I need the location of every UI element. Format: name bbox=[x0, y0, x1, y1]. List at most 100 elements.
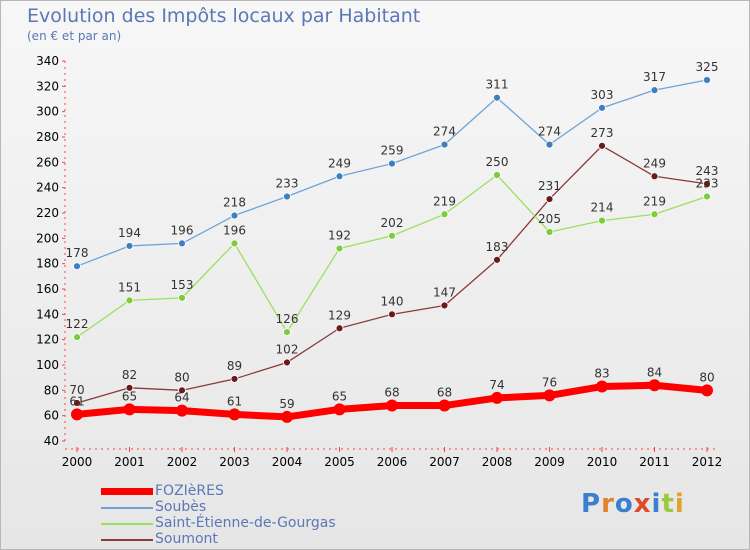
data-point bbox=[598, 216, 606, 225]
x-tick-label: 2010 bbox=[587, 455, 618, 469]
data-point bbox=[283, 358, 291, 367]
y-tick-label: 220 bbox=[36, 206, 59, 220]
x-tick-label: 2012 bbox=[692, 455, 723, 469]
data-point bbox=[388, 310, 396, 319]
data-point bbox=[596, 380, 608, 393]
logo-letter: o bbox=[614, 489, 634, 519]
data-point bbox=[440, 140, 449, 149]
data-point bbox=[335, 172, 344, 181]
data-label: 68 bbox=[384, 386, 399, 400]
data-point bbox=[388, 159, 396, 168]
y-tick-label: 100 bbox=[36, 358, 59, 372]
data-label: 214 bbox=[591, 201, 614, 215]
y-tick-label: 80 bbox=[44, 383, 59, 397]
x-tick-label: 2007 bbox=[429, 455, 460, 469]
data-label: 219 bbox=[433, 194, 456, 208]
logo-letter: t bbox=[661, 489, 675, 519]
data-point bbox=[598, 141, 606, 150]
data-label: 325 bbox=[696, 60, 719, 74]
data-label: 273 bbox=[591, 126, 614, 140]
legend-label: Saint-Étienne-de-Gourgas bbox=[155, 515, 336, 531]
data-label: 153 bbox=[171, 278, 194, 292]
data-label: 196 bbox=[171, 223, 194, 237]
legend-swatch bbox=[101, 488, 153, 495]
data-label: 140 bbox=[381, 294, 404, 308]
data-label: 80 bbox=[699, 370, 714, 384]
y-tick-label: 340 bbox=[36, 54, 59, 68]
data-label: 122 bbox=[66, 317, 89, 331]
data-point bbox=[650, 210, 659, 219]
data-point bbox=[123, 403, 136, 416]
data-label: 243 bbox=[696, 164, 719, 178]
data-label: 196 bbox=[223, 223, 246, 237]
data-label: 231 bbox=[538, 179, 561, 193]
data-point bbox=[333, 403, 346, 416]
data-point bbox=[283, 192, 291, 201]
data-point bbox=[701, 384, 713, 397]
data-label: 311 bbox=[486, 78, 509, 92]
chart-subtitle: (en € et par an) bbox=[27, 29, 122, 43]
data-label: 183 bbox=[486, 240, 509, 254]
data-label: 205 bbox=[538, 212, 561, 226]
data-point bbox=[545, 140, 554, 149]
legend-swatch bbox=[101, 507, 153, 509]
proxiti-logo: Proxiti bbox=[581, 489, 685, 519]
y-tick-label: 160 bbox=[36, 282, 59, 296]
x-tick-label: 2000 bbox=[62, 455, 93, 469]
y-tick-label: 140 bbox=[36, 307, 59, 321]
x-tick-label: 2008 bbox=[482, 455, 513, 469]
data-label: 84 bbox=[647, 365, 662, 379]
data-point bbox=[650, 172, 659, 181]
data-point bbox=[491, 391, 503, 404]
data-point bbox=[283, 328, 291, 336]
data-point bbox=[176, 404, 188, 417]
data-point bbox=[125, 296, 134, 305]
data-point bbox=[386, 399, 398, 412]
data-label: 151 bbox=[118, 280, 141, 294]
data-point bbox=[440, 210, 449, 219]
data-point bbox=[281, 410, 293, 423]
data-point bbox=[178, 386, 186, 395]
data-point bbox=[125, 242, 134, 250]
x-tick-label: 2001 bbox=[114, 455, 145, 469]
data-point bbox=[703, 192, 711, 201]
data-label: 82 bbox=[122, 368, 137, 382]
data-point bbox=[598, 103, 606, 112]
data-label: 65 bbox=[332, 389, 347, 403]
data-point bbox=[493, 171, 501, 179]
logo-letter: r bbox=[601, 489, 615, 519]
x-tick-label: 2009 bbox=[534, 455, 565, 469]
y-tick-label: 280 bbox=[36, 130, 59, 144]
y-tick-label: 60 bbox=[44, 409, 59, 423]
legend-label: FOZIèRES bbox=[155, 483, 224, 499]
data-label: 274 bbox=[433, 125, 456, 139]
x-tick-label: 2011 bbox=[639, 455, 670, 469]
data-label: 303 bbox=[591, 88, 614, 102]
data-label: 194 bbox=[118, 226, 141, 240]
data-point bbox=[230, 211, 239, 220]
data-label: 61 bbox=[69, 394, 84, 408]
data-label: 68 bbox=[437, 386, 452, 400]
data-label: 70 bbox=[69, 383, 84, 397]
data-point bbox=[493, 93, 501, 102]
logo-letter: i bbox=[651, 489, 662, 519]
data-label: 178 bbox=[66, 246, 89, 260]
legend-swatch bbox=[101, 523, 153, 525]
x-tick-label: 2002 bbox=[167, 455, 198, 469]
data-label: 259 bbox=[381, 144, 404, 158]
data-point bbox=[178, 239, 186, 248]
y-tick-label: 300 bbox=[36, 105, 59, 119]
data-point bbox=[493, 255, 501, 264]
data-point bbox=[543, 389, 556, 402]
data-point bbox=[73, 333, 81, 342]
data-label: 89 bbox=[227, 359, 242, 373]
data-label: 219 bbox=[643, 194, 666, 208]
data-point bbox=[650, 86, 659, 95]
data-label: 74 bbox=[489, 378, 504, 392]
data-point bbox=[545, 228, 554, 236]
x-tick-label: 2004 bbox=[272, 455, 303, 469]
x-tick-label: 2005 bbox=[324, 455, 355, 469]
logo-letter: i bbox=[674, 489, 685, 519]
